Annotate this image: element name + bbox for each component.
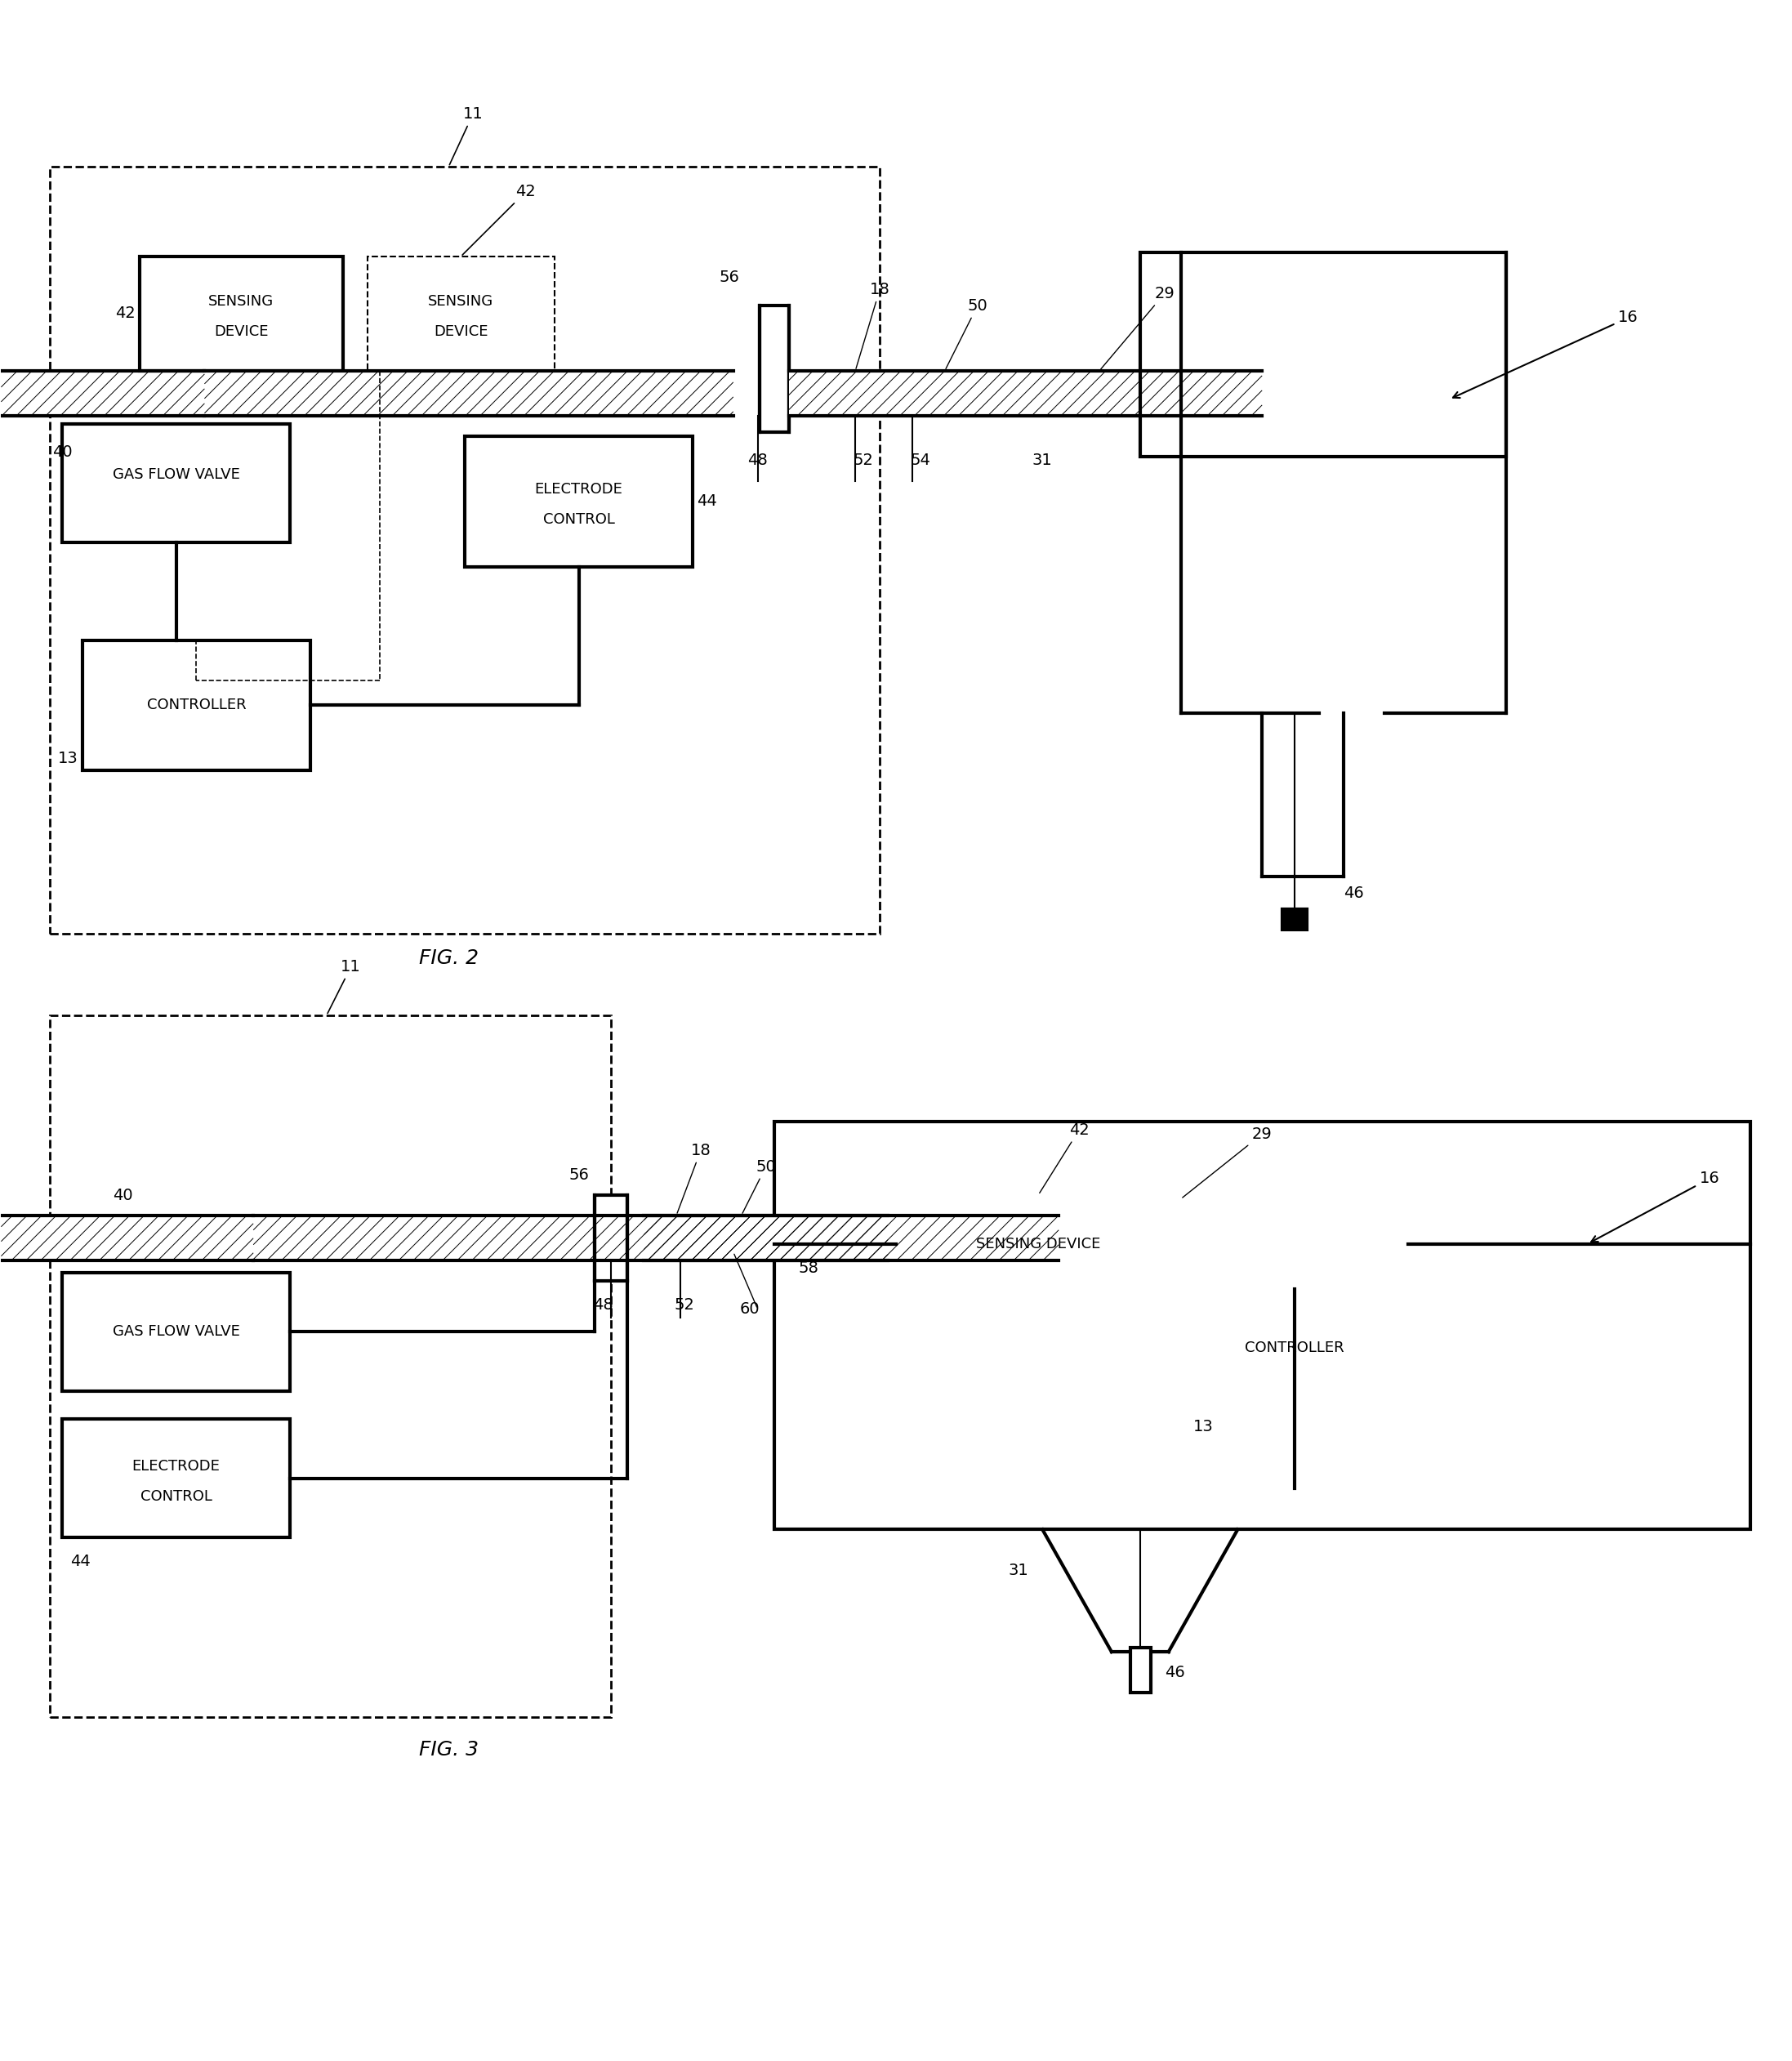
Text: DEVICE: DEVICE bbox=[434, 324, 487, 338]
Text: CONTROLLER: CONTROLLER bbox=[147, 699, 246, 713]
Bar bbox=[643, 1216, 887, 1259]
Text: FIG. 3: FIG. 3 bbox=[419, 1739, 478, 1760]
Text: 18: 18 bbox=[677, 1142, 711, 1214]
Text: SENSING DEVICE: SENSING DEVICE bbox=[977, 1237, 1100, 1251]
Bar bbox=[63, 425, 290, 542]
Bar bbox=[204, 371, 733, 416]
Text: 50: 50 bbox=[742, 1158, 776, 1214]
Text: CONTROL: CONTROL bbox=[543, 511, 615, 528]
Bar bbox=[50, 167, 880, 934]
Bar bbox=[760, 305, 788, 433]
Text: 13: 13 bbox=[1193, 1420, 1213, 1434]
Text: 58: 58 bbox=[799, 1261, 819, 1276]
Text: ELECTRODE: ELECTRODE bbox=[534, 482, 624, 497]
Bar bbox=[253, 1216, 1059, 1259]
Bar bbox=[595, 1195, 627, 1280]
Text: CONTROL: CONTROL bbox=[140, 1490, 211, 1505]
Bar bbox=[140, 256, 342, 371]
Bar bbox=[2, 1216, 253, 1259]
Text: DEVICE: DEVICE bbox=[213, 324, 269, 338]
Bar bbox=[1140, 251, 1505, 455]
Text: 48: 48 bbox=[593, 1296, 613, 1313]
Text: 16: 16 bbox=[1453, 309, 1638, 398]
Text: 31: 31 bbox=[1007, 1562, 1029, 1579]
Text: 46: 46 bbox=[1344, 886, 1364, 901]
Text: 44: 44 bbox=[70, 1554, 91, 1570]
Text: 13: 13 bbox=[57, 750, 79, 767]
Text: 11: 11 bbox=[450, 107, 484, 165]
Text: 42: 42 bbox=[115, 305, 136, 322]
Text: 18: 18 bbox=[857, 282, 891, 369]
Bar bbox=[367, 256, 554, 371]
Bar bbox=[788, 371, 1262, 416]
Text: SENSING: SENSING bbox=[208, 295, 274, 309]
Text: 52: 52 bbox=[853, 451, 874, 468]
Text: 31: 31 bbox=[1032, 451, 1052, 468]
Text: 60: 60 bbox=[740, 1300, 760, 1317]
Text: 54: 54 bbox=[910, 451, 930, 468]
Bar bbox=[82, 641, 310, 771]
Text: 40: 40 bbox=[52, 445, 72, 460]
Text: 42: 42 bbox=[462, 183, 536, 256]
Text: ELECTRODE: ELECTRODE bbox=[133, 1459, 220, 1474]
Bar bbox=[464, 437, 694, 567]
Text: 40: 40 bbox=[113, 1187, 133, 1204]
Text: GAS FLOW VALVE: GAS FLOW VALVE bbox=[113, 468, 240, 482]
Text: 56: 56 bbox=[568, 1167, 590, 1183]
Bar bbox=[1283, 909, 1306, 930]
Text: 52: 52 bbox=[674, 1296, 695, 1313]
Text: FIG. 2: FIG. 2 bbox=[419, 948, 478, 969]
Text: 56: 56 bbox=[719, 270, 740, 284]
Bar bbox=[2, 371, 204, 416]
Text: GAS FLOW VALVE: GAS FLOW VALVE bbox=[113, 1325, 240, 1340]
Text: 16: 16 bbox=[1591, 1171, 1720, 1243]
Text: SENSING: SENSING bbox=[428, 295, 493, 309]
Bar bbox=[50, 1016, 611, 1717]
Text: 29: 29 bbox=[1100, 286, 1174, 369]
Bar bbox=[1131, 1649, 1150, 1692]
Bar bbox=[896, 1195, 1181, 1292]
Bar bbox=[774, 1121, 1751, 1529]
Text: 42: 42 bbox=[1039, 1123, 1090, 1193]
Text: CONTROLLER: CONTROLLER bbox=[1245, 1340, 1344, 1356]
Text: 46: 46 bbox=[1165, 1665, 1185, 1680]
Text: 50: 50 bbox=[946, 299, 987, 369]
Text: 44: 44 bbox=[697, 493, 717, 509]
Text: 29: 29 bbox=[1183, 1127, 1272, 1197]
Text: 11: 11 bbox=[328, 958, 360, 1014]
Text: 48: 48 bbox=[747, 451, 767, 468]
Bar bbox=[63, 1420, 290, 1538]
Bar bbox=[63, 1272, 290, 1391]
Bar bbox=[1181, 1288, 1409, 1408]
